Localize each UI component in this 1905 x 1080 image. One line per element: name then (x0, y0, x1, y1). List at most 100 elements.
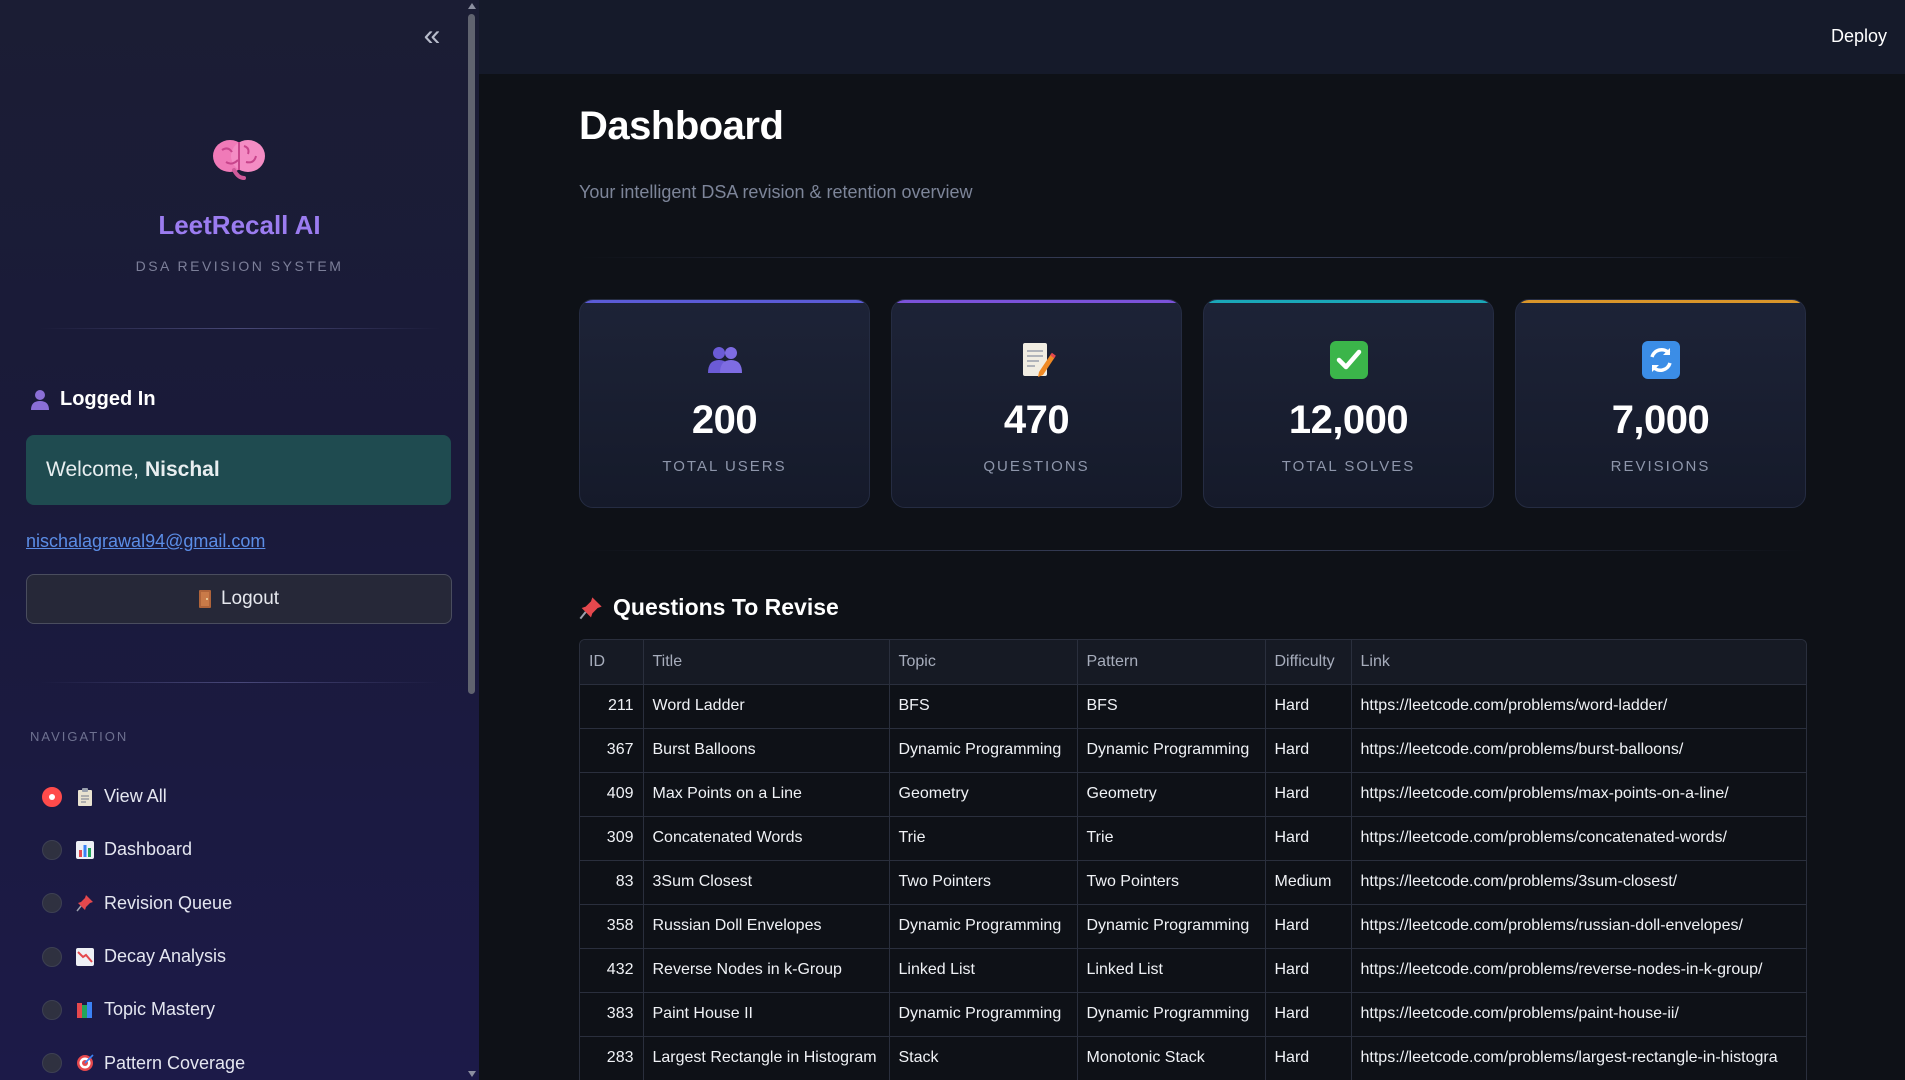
stat-value: 200 (691, 398, 758, 442)
divider (40, 682, 440, 683)
table-cell: Linked List (1077, 948, 1266, 993)
nav-item-topic-mastery[interactable]: Topic Mastery (42, 983, 245, 1036)
column-header[interactable]: Difficulty (1265, 640, 1352, 685)
nav-item-view-all[interactable]: View All (42, 770, 245, 823)
nav-item-pattern-coverage[interactable]: Pattern Coverage (42, 1036, 245, 1080)
table-header-row: ID Title Topic Pattern Difficulty Link (580, 640, 1806, 685)
table-cell: BFS (889, 684, 1078, 729)
radio-button[interactable] (42, 999, 62, 1020)
column-header[interactable]: Topic (889, 640, 1078, 685)
radio-button[interactable] (42, 786, 62, 807)
stat-card-total-users: 200 TOTAL USERS (579, 299, 870, 508)
table-cell: Word Ladder (643, 684, 890, 729)
table-cell: Russian Doll Envelopes (643, 904, 890, 949)
table-cell: https://leetcode.com/problems/largest-re… (1351, 1036, 1806, 1080)
nav-item-revision-queue[interactable]: Revision Queue (42, 877, 245, 930)
scrollbar-thumb[interactable] (468, 14, 475, 694)
table-cell: Medium (1265, 860, 1352, 905)
table-cell: https://leetcode.com/problems/reverse-no… (1351, 948, 1806, 993)
user-email-link[interactable]: nischalagrawal94@gmail.com (26, 531, 266, 551)
table-row[interactable]: 283 Largest Rectangle in Histogram Stack Mo… (580, 1036, 1806, 1080)
table-cell: Dynamic Programming (889, 992, 1078, 1037)
table-cell: Burst Balloons (643, 728, 890, 773)
welcome-box: Welcome, Nischal (26, 435, 451, 505)
section-title-label: Questions To Revise (613, 594, 839, 620)
table-cell: 283 (580, 1036, 644, 1080)
table-row[interactable]: 211 Word Ladder BFS BFS Hard https://leetcode… (580, 684, 1806, 729)
table-cell: Geometry (1077, 772, 1266, 817)
table-cell: Dynamic Programming (1077, 992, 1266, 1037)
table-cell: 83 (580, 860, 644, 905)
table-cell: Max Points on a Line (643, 772, 890, 817)
radio-button[interactable] (42, 893, 62, 914)
stat-label: REVISIONS (1610, 458, 1711, 475)
users-icon (707, 347, 742, 373)
table-cell: https://leetcode.com/problems/max-points… (1351, 772, 1806, 817)
table-cell: BFS (1077, 684, 1266, 729)
stat-card-revisions: 7,000 REVISIONS (1515, 299, 1806, 508)
bar-chart-icon (76, 840, 94, 859)
pushpin-icon (579, 596, 602, 619)
column-header[interactable]: Link (1351, 640, 1806, 685)
collapse-sidebar-icon[interactable]: « (423, 19, 441, 52)
radio-button[interactable] (42, 1053, 62, 1074)
column-header[interactable]: ID (580, 640, 644, 685)
card-accent-line (1204, 300, 1493, 303)
memo-icon (1022, 343, 1056, 377)
stat-label: TOTAL SOLVES (1281, 458, 1416, 475)
table-cell: Geometry (889, 772, 1078, 817)
app-name: LeetRecall AI (158, 210, 321, 240)
table-cell: Hard (1265, 772, 1352, 817)
page-title: Dashboard (579, 104, 784, 148)
app-subtitle: DSA REVISION SYSTEM (135, 258, 344, 274)
check-mark-icon (1329, 341, 1368, 379)
scroll-up-arrow-icon[interactable] (468, 3, 476, 9)
login-status: Logged In (30, 388, 156, 411)
navigation-heading: NAVIGATION (30, 729, 129, 744)
table-row[interactable]: 383 Paint House II Dynamic Programming Dyna… (580, 992, 1806, 1037)
radio-button[interactable] (42, 946, 62, 967)
table-row[interactable]: 432 Reverse Nodes in k-Group Linked List Li… (580, 948, 1806, 993)
stat-value: 7,000 (1611, 398, 1710, 442)
stat-label: QUESTIONS (983, 458, 1090, 475)
pushpin-icon (76, 895, 93, 912)
revise-table[interactable]: ID Title Topic Pattern Difficulty Link 2… (579, 639, 1807, 1080)
nav-item-dashboard[interactable]: Dashboard (42, 823, 245, 876)
logout-button[interactable]: Logout (26, 574, 452, 624)
column-header[interactable]: Pattern (1077, 640, 1266, 685)
table-body: 211 Word Ladder BFS BFS Hard https://leetcode… (580, 684, 1806, 1080)
table-cell: Hard (1265, 992, 1352, 1037)
navigation-radio-group: View All Dashboard Revision Queue (42, 770, 245, 1080)
stat-value: 470 (1003, 398, 1070, 442)
table-cell: Hard (1265, 904, 1352, 949)
table-cell: https://leetcode.com/problems/paint-hous… (1351, 992, 1806, 1037)
sidebar-scrollbar[interactable] (466, 0, 478, 1080)
login-status-label: Logged In (60, 388, 156, 410)
radio-button[interactable] (42, 839, 62, 860)
brain-icon (213, 140, 265, 180)
nav-item-label: Decay Analysis (104, 946, 227, 967)
card-accent-line (580, 300, 869, 303)
table-row[interactable]: 83 3Sum Closest Two Pointers Two Pointers Me… (580, 860, 1806, 905)
table-cell: Hard (1265, 728, 1352, 773)
table-cell: https://leetcode.com/problems/russian-do… (1351, 904, 1806, 949)
stat-card-questions: 470 QUESTIONS (891, 299, 1182, 508)
table-cell: Reverse Nodes in k-Group (643, 948, 890, 993)
table-cell: Trie (1077, 816, 1266, 861)
table-row[interactable]: 358 Russian Doll Envelopes Dynamic Program… (580, 904, 1806, 949)
card-accent-line (892, 300, 1181, 303)
table-cell: Dynamic Programming (1077, 904, 1266, 949)
nav-item-decay-analysis[interactable]: Decay Analysis (42, 930, 245, 983)
deploy-button[interactable]: Deploy (1830, 26, 1887, 46)
table-cell: Linked List (889, 948, 1078, 993)
clipboard-icon (78, 787, 92, 806)
scroll-down-arrow-icon[interactable] (468, 1071, 476, 1077)
stat-value: 12,000 (1288, 398, 1409, 442)
column-header[interactable]: Title (643, 640, 890, 685)
table-row[interactable]: 309 Concatenated Words Trie Trie Hard https:/… (580, 816, 1806, 861)
table-cell: Dynamic Programming (889, 904, 1078, 949)
table-cell: Concatenated Words (643, 816, 890, 861)
table-row[interactable]: 367 Burst Balloons Dynamic Programming Dyna… (580, 728, 1806, 773)
table-row[interactable]: 409 Max Points on a Line Geometry Geometry H… (580, 772, 1806, 817)
revise-table-grid: ID Title Topic Pattern Difficulty Link 2… (580, 640, 1806, 1080)
